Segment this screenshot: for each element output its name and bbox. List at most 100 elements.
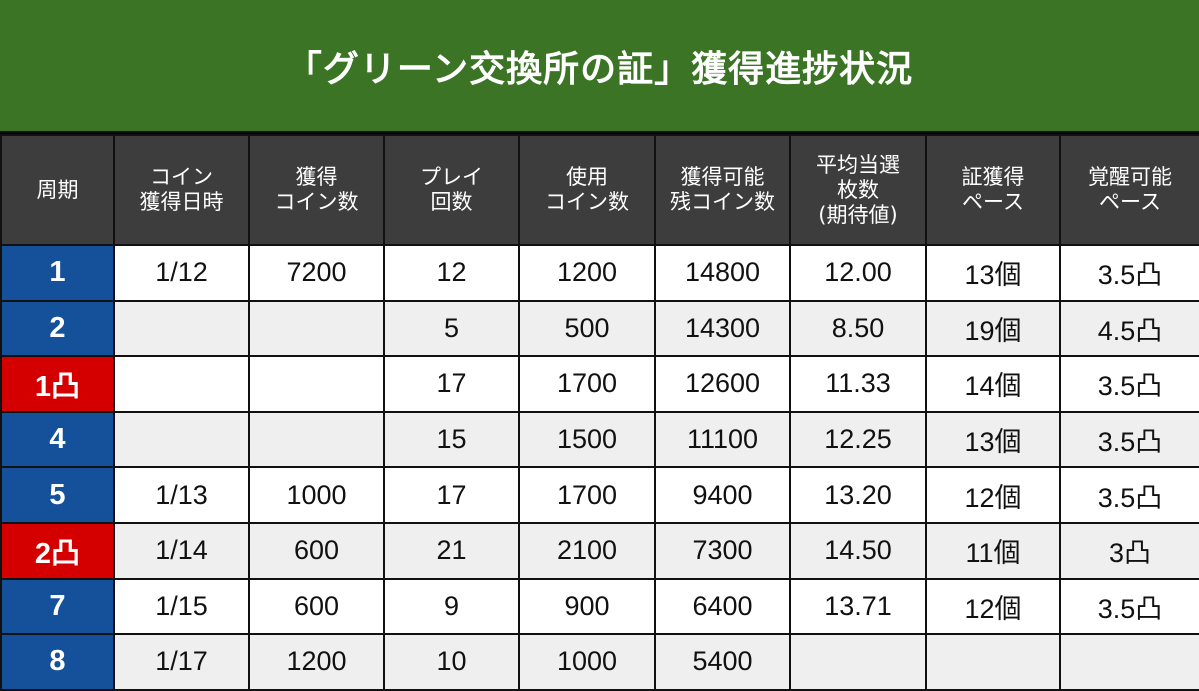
table-cell: 900 <box>518 577 656 636</box>
table-cell: 11個 <box>925 521 1061 580</box>
header-row: 周期 コイン 獲得日時 獲得 コイン数 プレイ 回数 使用 コイン数 獲得可能 残コイン数 平均当選枚… <box>0 134 1199 246</box>
column-header: 証獲得 ペース <box>925 134 1061 246</box>
column-header: コイン 獲得日時 <box>113 134 250 246</box>
column-header-line: コイン数 <box>274 190 359 214</box>
period-cell: 4 <box>0 410 115 469</box>
table-row: 2凸 1/14 600 21 2100 7300 14.50 11個 3凸 <box>0 521 1199 580</box>
table-cell: 1000 <box>518 633 656 691</box>
table-cell: 17 <box>383 466 520 524</box>
table-row: 1凸 17 1700 12600 11.33 14個 3.5凸 <box>0 355 1199 413</box>
table-cell <box>1059 633 1199 691</box>
table-cell: 1/15 <box>113 577 250 636</box>
progress-table: 周期 コイン 獲得日時 獲得 コイン数 プレイ 回数 使用 コイン数 獲得可能 残コイン数 平均当選枚… <box>0 134 1199 691</box>
table-cell: 6400 <box>654 577 791 636</box>
period-cell: 5 <box>0 466 115 524</box>
table-cell: 9 <box>383 577 520 636</box>
column-header-line: 残コイン数 <box>670 190 775 214</box>
column-header-line: コイン数 <box>545 190 629 214</box>
table-cell: 12個 <box>925 466 1061 524</box>
table-row: 5 1/13 1000 17 1700 9400 13.20 12個 3.5凸 <box>0 466 1199 524</box>
table-cell <box>113 299 250 358</box>
table-cell <box>789 633 927 691</box>
table-cell: 1200 <box>518 244 656 302</box>
period-cell: 7 <box>0 577 115 636</box>
column-header-line: (期待値) <box>818 202 898 227</box>
column-header-line: 覚醒可能 <box>1088 165 1172 189</box>
column-header-line: 証獲得 <box>961 165 1025 189</box>
column-header: 獲得 コイン数 <box>248 134 385 246</box>
table-cell: 12.00 <box>789 244 927 302</box>
table-cell <box>113 410 250 469</box>
table-cell: 14800 <box>654 244 791 302</box>
table-cell: 1000 <box>248 466 385 524</box>
table-cell: 1500 <box>518 410 656 469</box>
column-header-line: 獲得日時 <box>139 190 224 214</box>
table-cell: 600 <box>248 577 385 636</box>
column-header-line: 獲得 <box>295 165 338 189</box>
period-cell: 1 <box>0 244 115 302</box>
column-header-line: プレイ <box>420 165 483 189</box>
column-header-line: 獲得可能 <box>680 165 765 189</box>
table-cell: 500 <box>518 299 656 358</box>
table-cell: 8.50 <box>789 299 927 358</box>
table-cell: 13.20 <box>789 466 927 524</box>
table-cell: 10 <box>383 633 520 691</box>
period-cell: 8 <box>0 633 115 691</box>
table-cell: 12個 <box>925 577 1061 636</box>
column-header: 周期 <box>0 134 115 246</box>
table-cell: 21 <box>383 521 520 580</box>
table-cell: 12.25 <box>789 410 927 469</box>
column-header: 平均当選 枚数 (期待値) <box>789 134 927 246</box>
table-cell: 13.71 <box>789 577 927 636</box>
table-cell: 3.5凸 <box>1059 244 1199 302</box>
table-row: 4 15 1500 11100 12.25 13個 3.5凸 <box>0 410 1199 469</box>
table-cell: 1/13 <box>113 466 250 524</box>
table-cell: 7200 <box>248 244 385 302</box>
period-cell: 2凸 <box>0 521 115 580</box>
table-cell: 3.5凸 <box>1059 466 1199 524</box>
table-cell: 12 <box>383 244 520 302</box>
table-cell: 15 <box>383 410 520 469</box>
table-cell: 11100 <box>654 410 791 469</box>
table-cell: 1/17 <box>113 633 250 691</box>
period-cell: 1凸 <box>0 355 115 413</box>
table-cell: 3凸 <box>1059 521 1199 580</box>
table-cell: 14.50 <box>789 521 927 580</box>
column-header-line: 回数 <box>430 190 473 214</box>
table-cell: 14300 <box>654 299 791 358</box>
table-cell: 13個 <box>925 410 1061 469</box>
table-row: 8 1/17 1200 10 1000 5400 <box>0 633 1199 691</box>
column-header-line: 枚数 <box>837 177 879 202</box>
table-cell: 7300 <box>654 521 791 580</box>
table-cell: 14個 <box>925 355 1061 413</box>
table-cell: 1/14 <box>113 521 250 580</box>
table-cell: 9400 <box>654 466 791 524</box>
column-header-line: 平均当選 <box>816 152 900 177</box>
table-cell: 1700 <box>518 466 656 524</box>
table-cell <box>248 299 385 358</box>
table-cell: 1/12 <box>113 244 250 302</box>
page-title: 「グリーン交換所の証」獲得進捗状況 <box>0 0 1199 133</box>
table-row: 7 1/15 600 9 900 6400 13.71 12個 3.5凸 <box>0 577 1199 636</box>
table-row: 2 5 500 14300 8.50 19個 4.5凸 <box>0 299 1199 358</box>
column-header: 使用 コイン数 <box>518 134 656 246</box>
table-cell <box>925 633 1061 691</box>
column-header: 獲得可能 残コイン数 <box>654 134 791 246</box>
table-cell <box>248 410 385 469</box>
column-header: プレイ 回数 <box>383 134 520 246</box>
table-cell: 19個 <box>925 299 1061 358</box>
table-cell: 2100 <box>518 521 656 580</box>
table-cell <box>113 355 250 413</box>
table-cell: 4.5凸 <box>1059 299 1199 358</box>
table-cell <box>248 355 385 413</box>
period-cell: 2 <box>0 299 115 358</box>
table-cell: 3.5凸 <box>1059 410 1199 469</box>
table-cell: 5 <box>383 299 520 358</box>
table-cell: 5400 <box>654 633 791 691</box>
column-header-line: 周期 <box>36 177 79 202</box>
column-header-line: コイン <box>150 165 213 189</box>
table-cell: 3.5凸 <box>1059 355 1199 413</box>
table-cell: 1700 <box>518 355 656 413</box>
column-header-line: ペース <box>1099 190 1161 214</box>
table-row: 1 1/12 7200 12 1200 14800 12.00 13個 3.5凸 <box>0 244 1199 302</box>
